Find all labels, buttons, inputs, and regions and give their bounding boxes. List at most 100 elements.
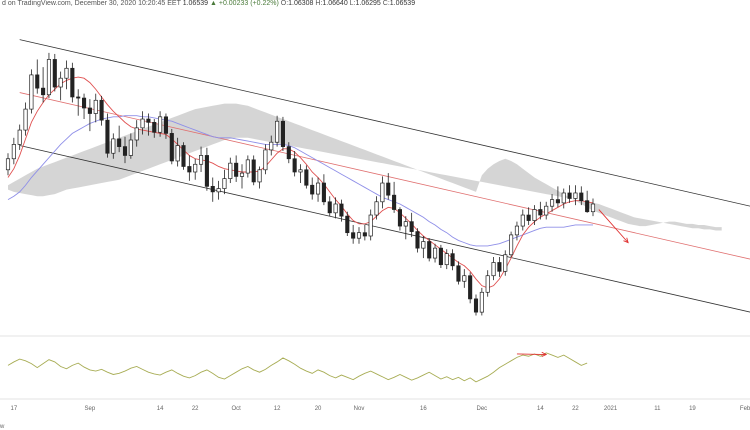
candle [397, 207, 403, 231]
candle [345, 211, 350, 236]
bull-candle-body [403, 221, 408, 227]
high-value: 1.06640 [322, 0, 348, 7]
bear-candle-body [70, 67, 75, 98]
bull-candle-body [228, 162, 233, 179]
candlesticks [5, 52, 596, 316]
candle [450, 249, 455, 271]
published-info: d on TradingView.com, December 30, 2020 … [2, 0, 181, 7]
candle [456, 261, 461, 285]
candle [380, 176, 385, 209]
projection-arrow [598, 209, 629, 244]
bear-candle-body [392, 194, 397, 210]
candle [520, 209, 525, 231]
candle [105, 113, 110, 158]
bear-candle-body [345, 215, 350, 234]
bear-candle-body [204, 155, 209, 187]
bull-candle-body [263, 149, 268, 171]
candle [392, 181, 397, 213]
bull-candle-body [58, 77, 63, 88]
candle [333, 197, 338, 219]
bear-candle-body [105, 119, 110, 154]
candle [158, 111, 163, 137]
bear-candle-body [397, 209, 403, 227]
time-tick-label: Feb [740, 406, 750, 412]
bear-candle-body [181, 145, 186, 167]
time-tick-label: 20 [315, 406, 322, 412]
bear-candle-body [187, 166, 192, 173]
close-label: C: [382, 0, 390, 7]
candle [93, 93, 98, 123]
bear-candle-body [169, 133, 174, 162]
candle [356, 227, 362, 244]
candle [23, 102, 28, 136]
candle [403, 216, 408, 240]
candle [427, 238, 432, 262]
bear-candle-body [251, 159, 256, 183]
bull-candle-body [549, 199, 555, 207]
bull-candle-body [433, 247, 438, 259]
bull-candle-body [245, 159, 250, 174]
bull-candle-body [573, 192, 578, 199]
candle [491, 256, 496, 281]
candle [561, 188, 566, 209]
bull-candle-body [509, 234, 514, 256]
time-tick-label: 17 [11, 406, 18, 412]
candle [421, 236, 426, 259]
candle [316, 177, 321, 202]
time-tick-label: 19 [689, 406, 696, 412]
bull-candle-body [46, 59, 52, 96]
bull-candle-body [222, 178, 227, 189]
candle [140, 111, 145, 135]
bull-candle-body [333, 203, 338, 214]
bull-candle-body [374, 201, 379, 216]
descending-channel [19, 39, 750, 313]
candle [497, 256, 502, 277]
bear-candle-body [456, 265, 461, 282]
candle [58, 71, 63, 101]
corner-label: w [0, 424, 5, 430]
candle [321, 174, 326, 206]
candle [351, 224, 356, 244]
candle [99, 95, 104, 126]
candle [462, 269, 467, 288]
candle [81, 93, 87, 120]
time-tick-label: Nov [354, 406, 365, 412]
bull-candle-body [491, 262, 496, 277]
bear-candle-body [450, 253, 455, 267]
bear-candle-body [35, 74, 40, 89]
bull-candle-body [5, 158, 11, 171]
bear-candle-body [81, 97, 87, 109]
time-tick-label: 14 [537, 406, 544, 412]
bear-candle-body [468, 275, 473, 300]
candle [549, 194, 555, 212]
bear-candle-body [210, 185, 215, 193]
candle [134, 120, 139, 147]
candle [204, 147, 209, 191]
candle [526, 207, 531, 225]
time-tick-label: 12 [274, 406, 281, 412]
candle [263, 144, 268, 175]
bear-candle-body [99, 99, 104, 121]
candle [41, 67, 46, 103]
bear-candle-body [304, 169, 309, 186]
bull-candle-body [514, 225, 520, 236]
bear-candle-body [310, 184, 315, 195]
bear-candle-body [286, 146, 291, 160]
bull-candle-body [368, 214, 373, 237]
candle [310, 177, 315, 200]
bear-candle-body [321, 182, 326, 203]
projection-arrow [598, 209, 629, 244]
bear-candle-body [415, 231, 420, 249]
bull-candle-body [23, 108, 28, 131]
time-tick-label: Sep [85, 406, 96, 412]
candle [117, 125, 122, 153]
candle [433, 243, 438, 263]
candle [70, 62, 75, 103]
time-tick-label: 16 [420, 406, 427, 412]
candle [479, 287, 484, 316]
bull-candle-body [111, 138, 116, 154]
bear-candle-body [327, 201, 332, 214]
bull-candle-body [462, 275, 467, 282]
candle [327, 196, 332, 217]
